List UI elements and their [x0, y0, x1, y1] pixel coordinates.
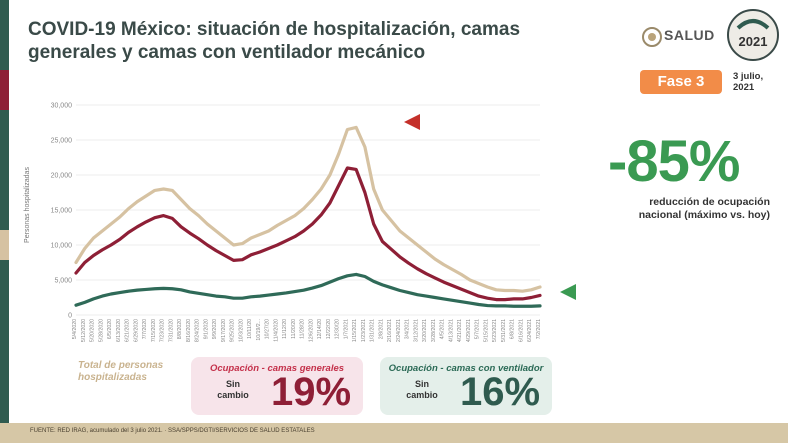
x-tick-label: 3/20/2021 — [422, 319, 428, 342]
x-tick-label: 7/31/2020 — [168, 319, 174, 342]
x-tick-label: 1/23/2021 — [361, 319, 367, 342]
y-tick-label: 10,000 — [51, 243, 73, 250]
series-line-general-beds — [74, 166, 542, 302]
reduction-description: reducción de ocupación nacional (máximo … — [638, 196, 770, 221]
salud-logo-text: SALUD — [664, 27, 715, 43]
x-tick-label: 1/31/2021 — [370, 319, 376, 342]
report-date-line2: 2021 — [733, 82, 755, 93]
x-tick-label: 5/4/2020 — [72, 319, 78, 339]
phase-badge: Fase 3 — [640, 70, 722, 94]
x-tick-label: 4/21/2021 — [457, 319, 463, 342]
x-tick-label: 11/4/2020 — [273, 319, 279, 342]
x-tick-label: 12/22/20 — [326, 319, 332, 339]
x-tick-label: 5/15/2021 — [483, 319, 489, 342]
y-tick-label: 5,000 — [54, 278, 72, 285]
x-tick-label: 2/16/2021 — [387, 319, 393, 342]
x-tick-label: 10/3/2020 — [238, 319, 244, 342]
x-tick-label: 6/24/2021 — [527, 319, 533, 342]
reduction-percent: -85% — [608, 129, 740, 194]
x-tick-label: 12/30/20 — [335, 319, 341, 339]
x-tick-label: 3/28/2021 — [431, 319, 437, 342]
x-tick-label: 3/4/2021 — [405, 319, 411, 339]
report-date: 3 julio, 2021 — [733, 71, 783, 93]
legend-total: Total de personas hospitalizadas — [78, 360, 164, 383]
x-tick-label: 1/15/2021 — [352, 319, 358, 342]
chart-series — [74, 125, 542, 308]
x-tick-label: 5/28/2020 — [98, 319, 104, 342]
x-tick-label: 10/19/2... — [256, 319, 262, 341]
x-tick-label: 10/11/20 — [247, 319, 253, 339]
y-axis-ticks: 0 5,000 10,000 15,000 20,000 25,000 30,000 — [51, 103, 73, 320]
x-tick-label: 5/12/2020 — [81, 319, 87, 342]
report-date-line1: 3 julio, — [733, 71, 764, 82]
ventilator-end-marker-icon — [560, 284, 576, 300]
x-tick-label: 2/24/2021 — [396, 319, 402, 342]
footer: FUENTE: RED IRAG, acumulado del 3 julio … — [0, 423, 788, 443]
footer-source: FUENTE: RED IRAG, acumulado del 3 julio … — [30, 428, 315, 434]
y-tick-label: 30,000 — [51, 103, 73, 110]
series-line-total — [74, 125, 542, 293]
x-tick-label: 6/8/2021 — [510, 319, 516, 339]
x-axis-ticks: 5/4/2020 5/12/2020 5/20/2020 5/28/2020 6/5/2… — [72, 319, 542, 342]
x-tick-label: 9/25/2020 — [230, 319, 236, 342]
x-tick-label: 2/8/2021 — [378, 319, 384, 339]
decorative-side-stripe — [0, 0, 9, 443]
legend-ventilator-change: Sin cambio — [406, 379, 438, 400]
legend-general-percent: 19% — [271, 370, 352, 414]
x-tick-label: 11/28/20 — [300, 319, 306, 339]
total-peak-marker-icon — [404, 114, 420, 130]
x-tick-label: 4/5/2021 — [440, 319, 446, 339]
x-tick-label: 8/8/2020 — [177, 319, 183, 339]
x-tick-label: 6/5/2020 — [107, 319, 113, 339]
x-tick-label: 4/13/2021 — [448, 319, 454, 342]
x-tick-label: 3/12/2021 — [413, 319, 419, 342]
x-tick-label: 7/23/2020 — [160, 319, 166, 342]
x-tick-label: 12/6/2020 — [308, 319, 314, 342]
x-tick-label: 9/1/2020 — [203, 319, 209, 339]
x-tick-label: 6/29/2020 — [133, 319, 139, 342]
y-axis-title: Personas hospitalizadas — [24, 167, 31, 243]
y-tick-label: 15,000 — [51, 208, 73, 215]
x-tick-label: 6/21/2020 — [125, 319, 131, 342]
hospitalization-chart: 0 5,000 10,000 15,000 20,000 25,000 30,000 Per… — [24, 103, 576, 342]
page-title: COVID-19 México: situación de hospitaliz… — [28, 19, 521, 63]
x-tick-label: 6/13/2020 — [116, 319, 122, 342]
x-tick-label: 5/31/2021 — [501, 319, 507, 342]
x-tick-label: 12/14/20 — [317, 319, 323, 339]
series-line-ventilator-beds — [74, 272, 542, 308]
x-tick-label: 7/15/2020 — [151, 319, 157, 342]
y-tick-label: 0 — [68, 313, 72, 320]
x-tick-label: 7/7/2020 — [142, 319, 148, 339]
year-seal-icon: 2021 — [727, 9, 779, 61]
x-tick-label: 8/16/2020 — [186, 319, 192, 342]
x-tick-label: 9/17/2020 — [221, 319, 227, 342]
legend-ventilator-percent: 16% — [460, 370, 541, 414]
x-tick-label: 5/20/2020 — [90, 319, 96, 342]
x-tick-label: 11/12/20 — [282, 319, 288, 339]
x-tick-label: 8/24/2020 — [195, 319, 201, 342]
x-tick-label: 9/9/2020 — [212, 319, 218, 339]
x-tick-label: 11/20/20 — [291, 319, 297, 339]
y-tick-label: 20,000 — [51, 173, 73, 180]
x-tick-label: 5/23/2021 — [492, 319, 498, 342]
salud-logo-icon — [642, 27, 662, 47]
x-tick-label: 1/7/2021 — [343, 319, 349, 339]
x-tick-label: 4/29/2021 — [466, 319, 472, 342]
x-tick-label: 7/2/2021 — [536, 319, 542, 339]
x-tick-label: 10/27/20 — [265, 319, 271, 339]
legend-ventilator-title: Ocupación - camas con ventilador — [388, 363, 544, 374]
y-tick-label: 25,000 — [51, 138, 73, 145]
x-tick-label: 6/16/2021 — [518, 319, 524, 342]
legend-general-title: Ocupación - camas generales — [209, 363, 345, 374]
legend-ventilator-beds: Ocupación - camas con ventilador Sin cam… — [380, 357, 552, 415]
chart-grid — [76, 104, 540, 316]
x-tick-label: 5/7/2021 — [475, 319, 481, 339]
legend-general-change: Sin cambio — [217, 379, 249, 400]
svg-text:2021: 2021 — [739, 34, 768, 49]
legend-general-beds: Ocupación - camas generales Sin cambio 1… — [191, 357, 363, 415]
